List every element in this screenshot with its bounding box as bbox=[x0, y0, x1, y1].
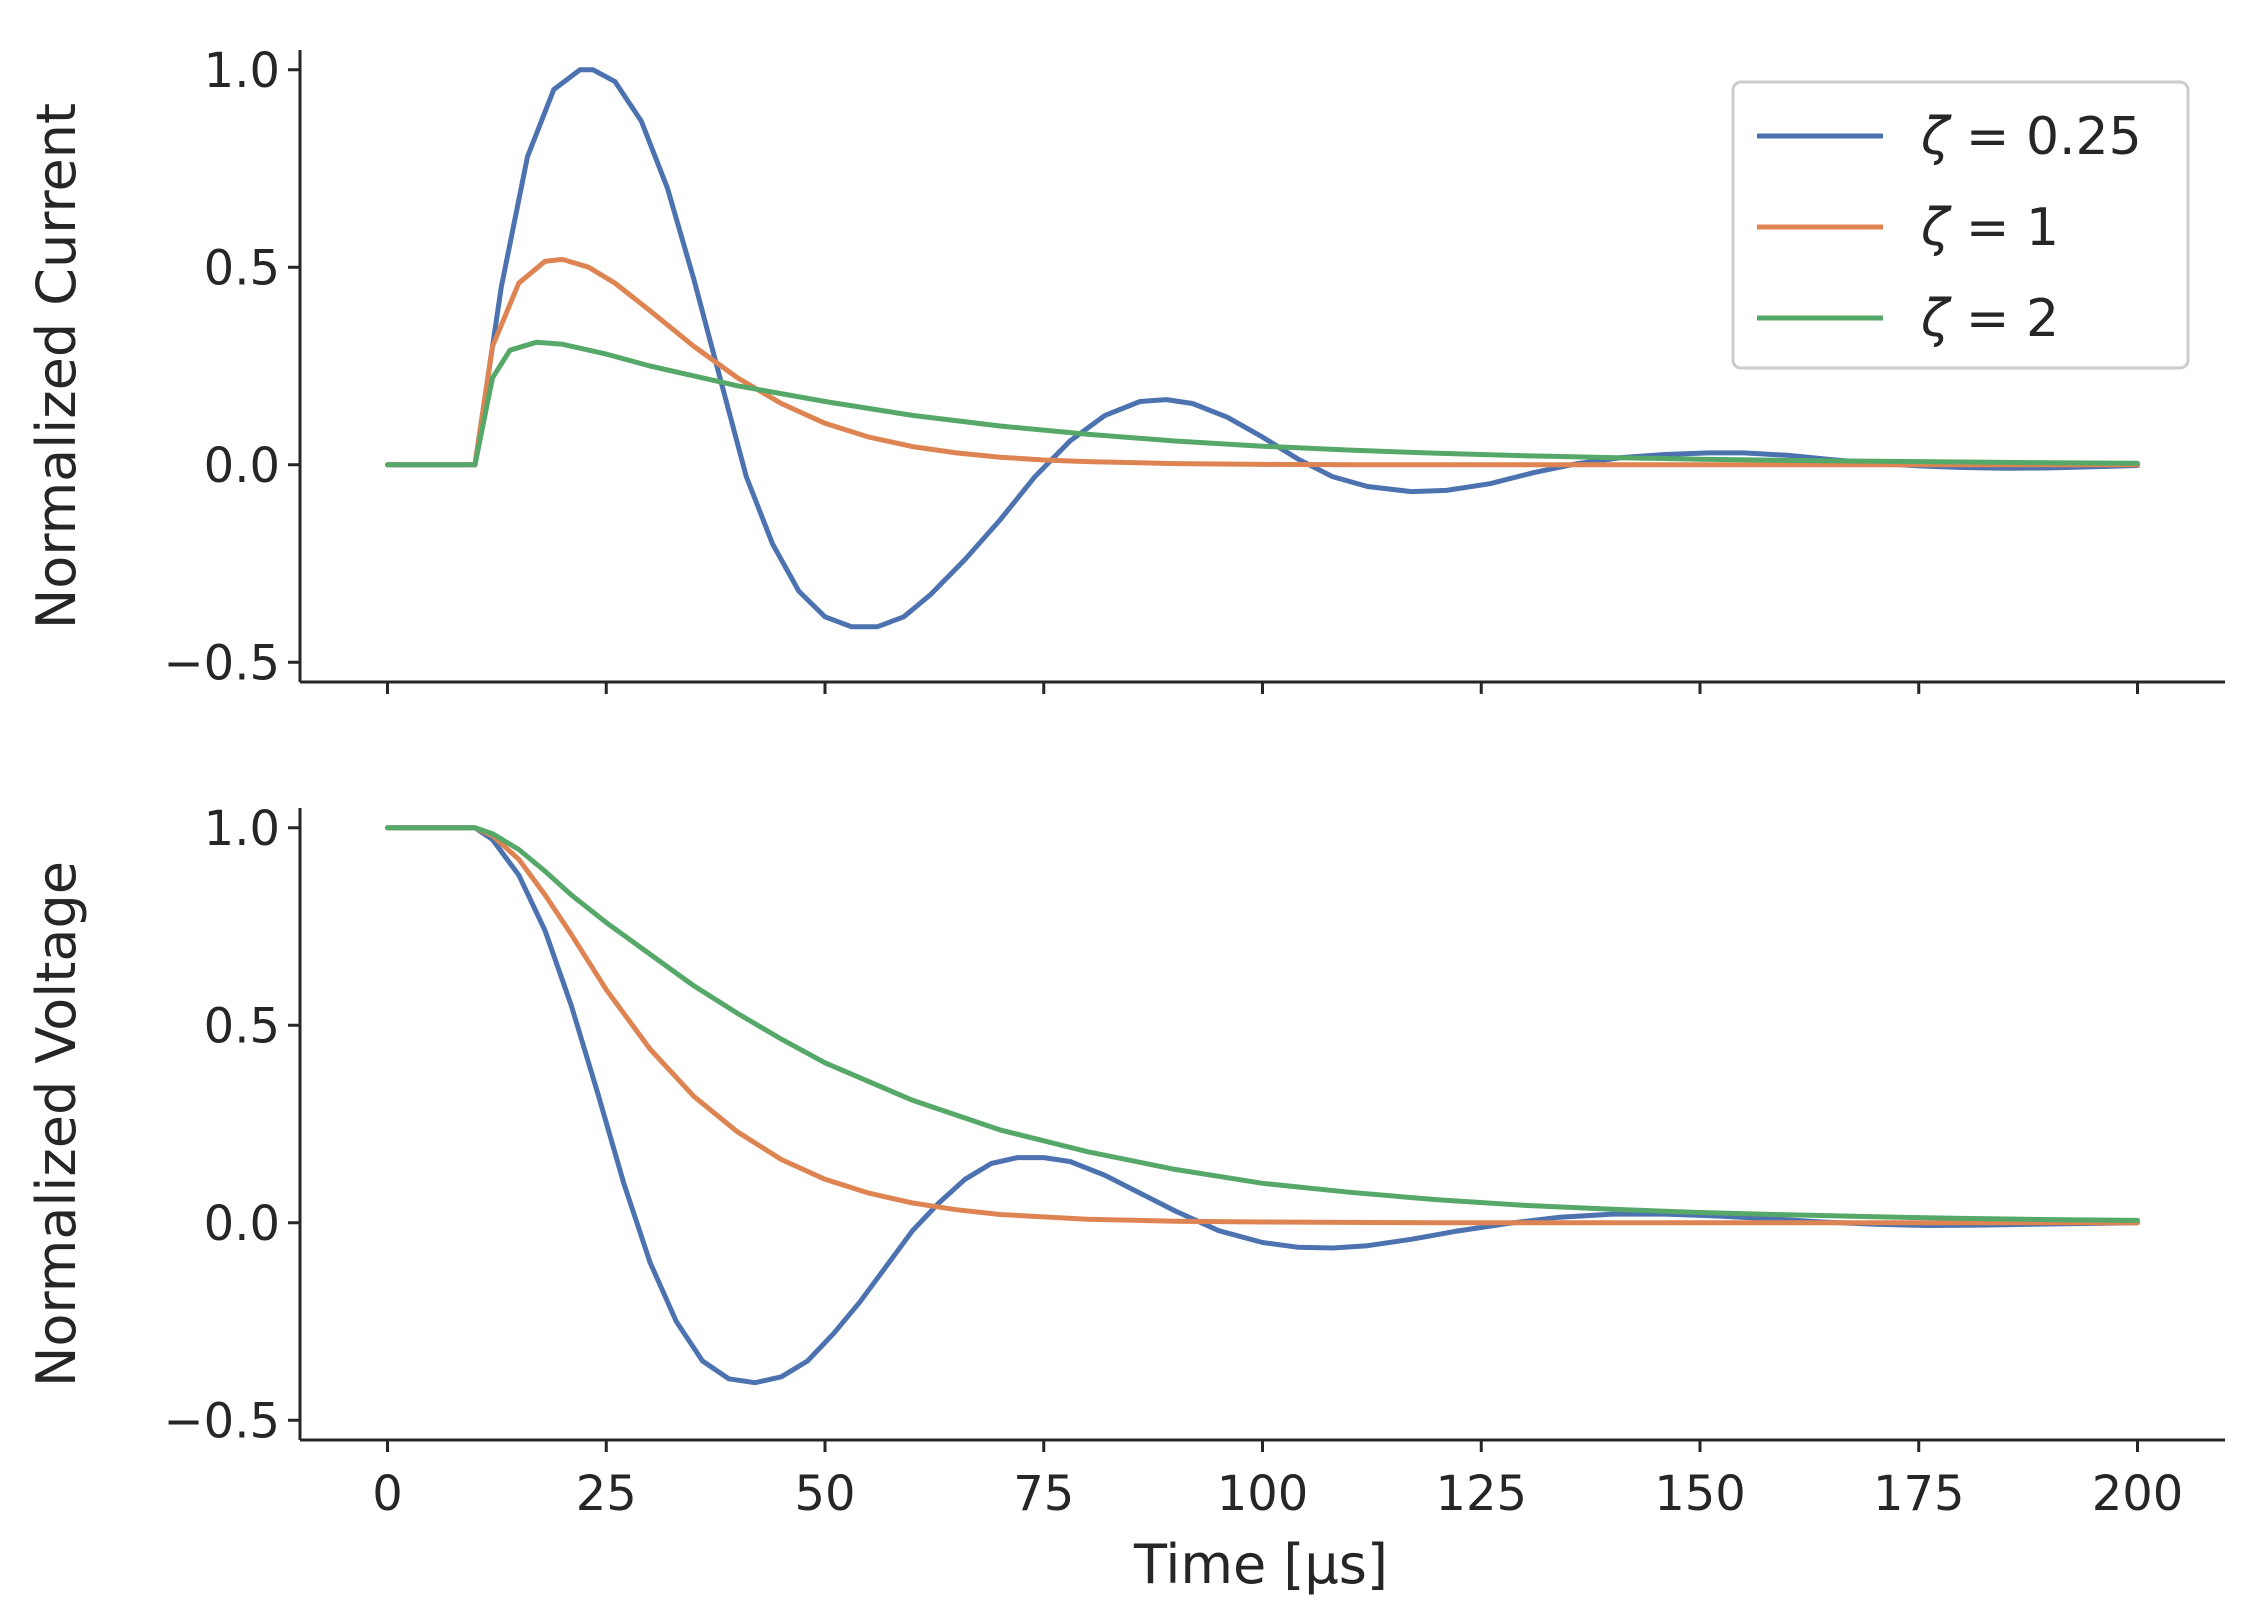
y-tick-label: 0.5 bbox=[204, 998, 280, 1054]
x-tick-label: 200 bbox=[2092, 1466, 2184, 1522]
y-tick-label: 0.0 bbox=[204, 1196, 280, 1252]
x-tick-label: 125 bbox=[1435, 1466, 1527, 1522]
series-line-0.25 bbox=[385, 67, 2140, 630]
y-tick-label: −0.5 bbox=[163, 1393, 280, 1449]
y-tick-label: 0.5 bbox=[204, 240, 280, 296]
y-tick-label: −0.5 bbox=[163, 635, 280, 691]
x-tick-label: 0 bbox=[372, 1466, 403, 1522]
y-axis-title: Normalized Current bbox=[25, 103, 88, 629]
x-tick-label: 175 bbox=[1873, 1466, 1965, 1522]
y-tick-label: 0.0 bbox=[204, 438, 280, 494]
x-axis-title: Time [μs] bbox=[1133, 1533, 1388, 1596]
legend-label: ζ = 1 bbox=[1920, 198, 2059, 258]
x-tick-label: 50 bbox=[794, 1466, 855, 1522]
x-tick-label: 150 bbox=[1654, 1466, 1746, 1522]
legend-frame bbox=[1731, 80, 2190, 370]
series-line-1 bbox=[385, 256, 2140, 468]
series-line-1 bbox=[385, 825, 2140, 1226]
panel-voltage: −0.5 0.0 0.5 1.0 0 25 50 75 100 125 150 175 200 Norma… bbox=[25, 801, 2225, 1522]
y-axis-title: Normalized Voltage bbox=[25, 861, 88, 1387]
legend-label: ζ = 2 bbox=[1920, 289, 2059, 349]
x-tick-label: 25 bbox=[576, 1466, 637, 1522]
x-tick-label: 75 bbox=[1013, 1466, 1074, 1522]
y-tick-label: 1.0 bbox=[204, 801, 280, 857]
y-tick-label: 1.0 bbox=[204, 43, 280, 99]
x-tick-label: 100 bbox=[1217, 1466, 1309, 1522]
series-line-2 bbox=[385, 825, 2140, 1223]
series-line-0.25 bbox=[385, 825, 2140, 1386]
panel-current: −0.5 0.0 0.5 1.0 Normalized Current bbox=[25, 43, 2225, 694]
legend-label: ζ = 0.25 bbox=[1920, 107, 2142, 167]
legend: ζ = 0.25 ζ = 1 ζ = 2 bbox=[1731, 80, 2190, 370]
series-line-2 bbox=[385, 339, 2140, 468]
